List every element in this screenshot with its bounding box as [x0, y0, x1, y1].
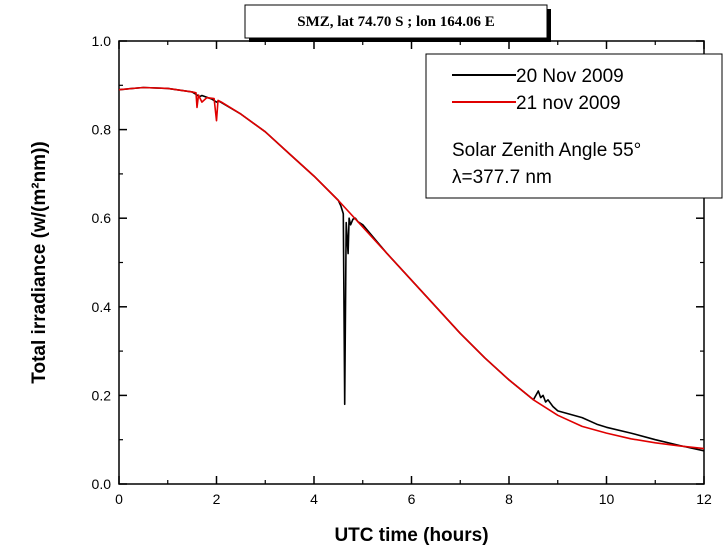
x-tick-label: 8	[505, 491, 513, 507]
x-tick-label: 10	[599, 491, 615, 507]
y-tick-label: 0.4	[92, 299, 112, 315]
y-tick-label: 0.2	[92, 387, 112, 403]
series-layer	[118, 86, 705, 452]
y-axis-title: Total irradiance (w/(m²nm))	[29, 141, 50, 383]
x-tick-label: 0	[115, 491, 123, 507]
y-axis: 0.0 0.2 0.4 0.6 0.8 1.0	[92, 33, 704, 492]
legend-note-solar-zenith: Solar Zenith Angle 55°	[452, 140, 641, 161]
legend-label-20-nov: 20 Nov 2009	[516, 66, 624, 87]
legend-note-wavelength: λ=377.7 nm	[452, 167, 552, 188]
x-tick-label: 6	[408, 491, 416, 507]
legend: 20 Nov 2009 21 nov 2009 Solar Zenith Ang…	[425, 53, 723, 199]
x-tick-label: 4	[310, 491, 318, 507]
x-axis-title: UTC time (hours)	[334, 525, 488, 546]
legend-frame	[425, 53, 723, 199]
y-tick-label: 0.8	[92, 122, 112, 138]
x-tick-label: 2	[213, 491, 221, 507]
legend-label-21-nov: 21 nov 2009	[516, 93, 621, 114]
y-tick-label: 0.6	[92, 210, 112, 226]
x-tick-label: 12	[696, 491, 712, 507]
chart-title: SMZ, lat 74.70 S ; lon 164.06 E	[297, 14, 495, 30]
chart-title-box: SMZ, lat 74.70 S ; lon 164.06 E	[244, 4, 551, 42]
title-box-frame	[244, 4, 548, 39]
series-line-21-nov	[118, 86, 705, 450]
y-tick-label: 1.0	[92, 33, 112, 49]
y-tick-label: 0.0	[92, 476, 112, 492]
